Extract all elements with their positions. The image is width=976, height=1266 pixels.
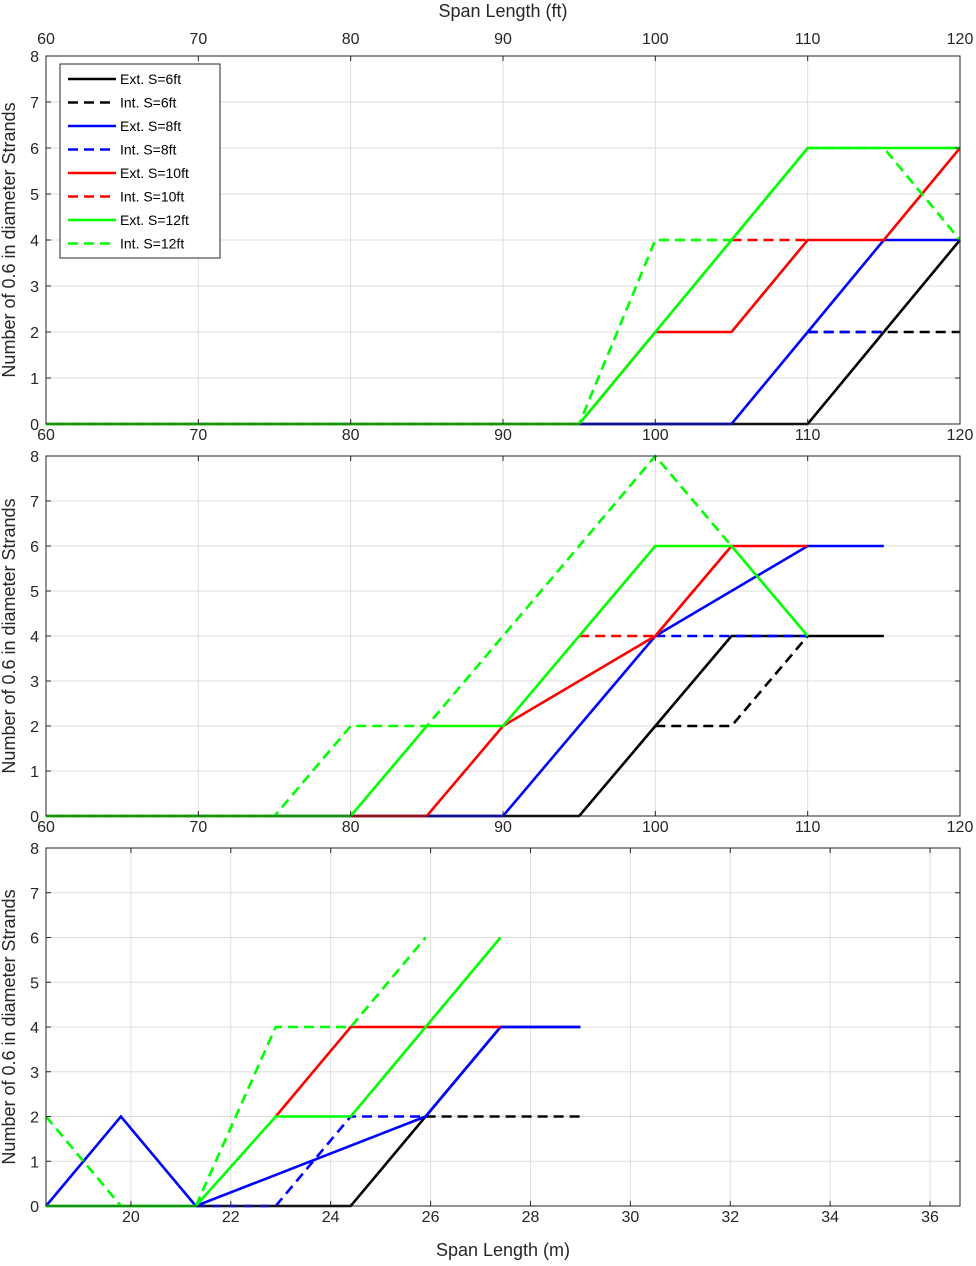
y-tick-label: 1 (30, 371, 39, 388)
top-x-tick-label: 80 (342, 31, 360, 48)
series-line (45, 1025, 581, 1208)
x-tick-label: 90 (494, 819, 512, 836)
y-tick-label: 4 (30, 1020, 39, 1037)
x-tick-label: 60 (37, 819, 55, 836)
legend-label: Ext. S=6ft (120, 71, 181, 87)
legend-label: Ext. S=10ft (120, 165, 189, 181)
y-tick-label: 1 (30, 1154, 39, 1171)
top-x-tick-label: 60 (37, 31, 55, 48)
x-tick-label: 34 (821, 1209, 839, 1226)
y-tick-label: 0 (30, 809, 39, 826)
x-tick-label: 20 (122, 1209, 140, 1226)
series-line (579, 545, 733, 638)
y-tick-label: 5 (30, 975, 39, 992)
y-axis-label: Number of 0.6 in diameter Strands (0, 889, 19, 1164)
series-line (46, 453, 733, 818)
legend-item: Ext. S=10ft (68, 165, 189, 181)
y-tick-label: 6 (30, 141, 39, 158)
x-tick-label: 90 (494, 427, 512, 444)
tick-labels: 60 70 80 90 100 110 120 0 1 2 3 4 5 6 7 8 (30, 449, 973, 836)
legend-item: Int. S=6ft (68, 95, 177, 111)
y-tick-label: 4 (30, 233, 39, 250)
y-tick-label: 2 (30, 1110, 39, 1127)
legend-label: Int. S=6ft (120, 95, 177, 111)
y-axis-label: Number of 0.6 in diameter Strands (0, 498, 19, 773)
x-tick-label: 110 (795, 427, 821, 444)
x-tick-label: 28 (522, 1209, 540, 1226)
legend-box (59, 63, 221, 259)
legend-item: Ext. S=12ft (68, 212, 189, 228)
x-tick-label: 30 (621, 1209, 639, 1226)
legend-label: Int. S=10ft (120, 189, 184, 205)
series-line (45, 936, 427, 1208)
x-tick-label: 70 (189, 427, 207, 444)
x-tick-label: 120 (947, 427, 974, 444)
top-x-tick-label: 110 (795, 31, 821, 48)
y-tick-label: 6 (30, 539, 39, 556)
top-x-tick-label: 70 (189, 31, 207, 48)
y-tick-label: 0 (30, 1199, 39, 1216)
x-tick-label: 70 (189, 819, 207, 836)
legend-item: Ext. S=6ft (68, 71, 181, 87)
x-tick-label: 110 (795, 819, 821, 836)
legend-item: Int. S=8ft (68, 142, 177, 158)
x-tick-label: 120 (947, 819, 974, 836)
x-tick-label: 24 (322, 1209, 340, 1226)
y-tick-label: 3 (30, 674, 39, 691)
legend-item: Int. S=12ft (68, 236, 184, 252)
y-tick-label: 7 (30, 886, 39, 903)
legend-label: Ext. S=12ft (120, 212, 189, 228)
y-tick-label: 3 (30, 279, 39, 296)
y-tick-label: 1 (30, 764, 39, 781)
legend-item: Int. S=10ft (68, 189, 184, 205)
y-tick-label: 2 (30, 719, 39, 736)
chart-panel-2: 60 70 80 90 100 110 120 0 1 2 3 4 5 6 7 8 Number of 0.6 … (0, 449, 973, 836)
top-x-axis-label: Span Length (ft) (438, 1, 567, 21)
series-line (655, 635, 809, 728)
y-tick-label: 3 (30, 1065, 39, 1082)
y-axis-label: Number of 0.6 in diameter Strands (0, 102, 19, 377)
top-x-tick-label: 100 (642, 31, 669, 48)
legend-label: Ext. S=8ft (120, 118, 181, 134)
y-tick-label: 8 (30, 449, 39, 466)
legend-label: Int. S=8ft (120, 142, 177, 158)
x-axis-label: Span Length (m) (436, 1240, 570, 1260)
y-tick-label: 6 (30, 931, 39, 948)
x-tick-label: 32 (721, 1209, 739, 1226)
y-tick-label: 0 (30, 417, 39, 434)
x-tick-label: 36 (921, 1209, 939, 1226)
x-tick-label: 80 (342, 427, 360, 444)
y-tick-label: 7 (30, 494, 39, 511)
y-tick-label: 5 (30, 187, 39, 204)
y-tick-label: 8 (30, 49, 39, 66)
x-tick-label: 100 (642, 427, 669, 444)
y-tick-label: 4 (30, 629, 39, 646)
series-line (274, 1025, 501, 1118)
top-x-tick-label: 120 (947, 31, 974, 48)
x-tick-label: 80 (342, 819, 360, 836)
legend-item: Ext. S=8ft (68, 118, 181, 134)
y-tick-label: 7 (30, 95, 39, 112)
x-tick-label: 26 (422, 1209, 440, 1226)
x-tick-label: 100 (642, 819, 669, 836)
y-tick-label: 5 (30, 584, 39, 601)
legend-label: Int. S=12ft (120, 236, 184, 252)
y-tick-label: 8 (30, 841, 39, 858)
legend: Ext. S=6ft Int. S=6ft Ext. S=8ft Int. S=8ft… (59, 63, 221, 259)
top-x-tick-label: 90 (494, 31, 512, 48)
x-tick-label: 60 (37, 427, 55, 444)
x-tick-label: 22 (222, 1209, 240, 1226)
y-tick-label: 2 (30, 325, 39, 342)
